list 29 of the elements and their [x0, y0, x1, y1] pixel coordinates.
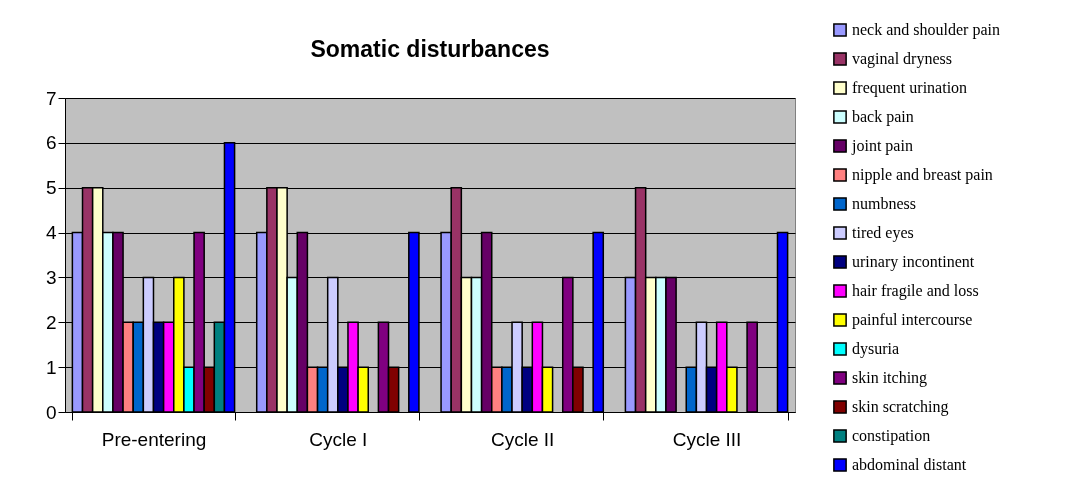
y-tick-label: 0 — [45, 401, 57, 423]
legend-label: dysuria — [852, 340, 900, 358]
x-tick-label: Cycle I — [309, 428, 368, 450]
legend-label: skin scratching — [852, 398, 949, 416]
legend-label: back pain — [852, 108, 914, 126]
x-tick-label: Cycle II — [490, 428, 555, 450]
legend-label: neck and shoulder pain — [852, 21, 1000, 39]
legend-label: painful intercourse — [852, 311, 973, 329]
x-tick-label: Pre-entering — [101, 428, 207, 450]
legend-label: hair fragile and loss — [852, 282, 979, 300]
y-tick-label: 2 — [45, 311, 57, 333]
y-tick-label: 6 — [45, 132, 57, 154]
legend-label: tired eyes — [852, 224, 914, 242]
y-tick-label: 7 — [45, 87, 57, 109]
legend-label: urinary incontinent — [852, 253, 975, 271]
legend-label: nipple and breast pain — [852, 166, 993, 184]
legend-label: abdominal distant — [852, 456, 967, 473]
chart-title: Somatic disturbances — [310, 36, 550, 62]
y-tick-label: 1 — [45, 356, 57, 378]
x-tick-label: Cycle III — [672, 428, 742, 450]
legend-label: constipation — [852, 427, 931, 445]
legend-label: skin itching — [852, 369, 928, 387]
legend-label: joint pain — [851, 137, 913, 155]
legend-label: vaginal dryness — [852, 50, 952, 68]
legend-label: frequent urination — [852, 79, 968, 97]
y-tick-label: 3 — [45, 266, 57, 288]
y-tick-label: 4 — [45, 222, 57, 244]
legend-label: numbness — [852, 195, 916, 212]
y-tick-label: 5 — [45, 177, 57, 199]
